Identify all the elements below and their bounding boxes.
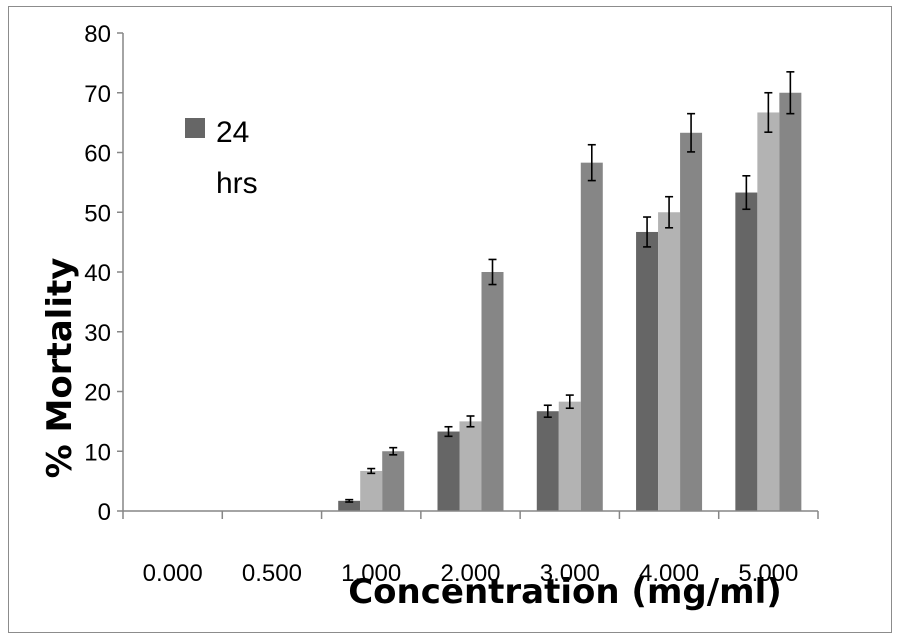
y-tick-label: 80 xyxy=(84,21,111,48)
legend-label-line: 24 xyxy=(216,116,249,149)
y-ticks: 0 10 20 30 40 50 60 70 80 xyxy=(84,21,123,526)
bar xyxy=(338,500,361,511)
y-tick-label: 20 xyxy=(84,380,111,407)
bar xyxy=(481,272,504,511)
bar xyxy=(636,231,659,511)
x-ticks: 0.000 0.500 1.000 2.000 3.000 4.000 5.000 xyxy=(122,511,819,587)
y-tick-label: 50 xyxy=(84,200,111,227)
error-bar xyxy=(742,175,751,211)
bar xyxy=(658,212,681,511)
error-bar xyxy=(345,498,354,503)
y-tick-label: 40 xyxy=(84,260,111,287)
legend-swatch-24hrs xyxy=(185,118,205,138)
y-tick-label: 60 xyxy=(84,141,111,168)
bar xyxy=(536,411,559,511)
x-tick-label: 1.000 xyxy=(341,560,401,587)
error-bar xyxy=(488,258,497,286)
error-bar xyxy=(764,91,773,133)
y-tick-label: 0 xyxy=(98,499,111,526)
bars-layer xyxy=(338,92,802,511)
error-bar xyxy=(786,71,795,115)
error-bars-layer xyxy=(345,71,795,503)
bar xyxy=(360,470,383,511)
legend-label-24hrs: 24 hrs xyxy=(216,116,258,200)
bar xyxy=(558,401,581,511)
legend: 24 hrs xyxy=(185,116,258,200)
x-axis-title: Concentration (mg/ml) xyxy=(348,572,782,612)
error-bar xyxy=(643,216,652,248)
x-tick-label: 3.000 xyxy=(540,560,600,587)
error-bar xyxy=(587,143,596,182)
x-tick-label: 0.500 xyxy=(242,560,302,587)
bar xyxy=(459,421,482,511)
y-tick-label: 70 xyxy=(84,81,111,108)
error-bar xyxy=(389,446,398,456)
bar xyxy=(757,112,780,511)
bar xyxy=(680,132,703,511)
error-bar xyxy=(665,195,674,229)
error-bar xyxy=(687,112,696,153)
x-tick-label: 4.000 xyxy=(639,560,699,587)
error-bar xyxy=(466,415,475,428)
bar xyxy=(382,451,405,511)
x-tick-label: 2.000 xyxy=(440,560,500,587)
x-tick-label: 5.000 xyxy=(738,560,798,587)
bar xyxy=(779,92,802,511)
bar xyxy=(735,192,758,511)
error-bar xyxy=(565,394,574,410)
error-bar xyxy=(543,404,552,418)
legend-label-line: hrs xyxy=(216,167,258,200)
error-bar xyxy=(444,425,453,438)
bar xyxy=(437,431,460,511)
bar xyxy=(580,162,603,511)
x-tick-label: 0.000 xyxy=(143,560,203,587)
error-bar xyxy=(367,467,376,475)
y-tick-label: 30 xyxy=(84,320,111,347)
y-tick-label: 10 xyxy=(84,439,111,466)
y-axis-title: % Mortality xyxy=(40,258,80,479)
